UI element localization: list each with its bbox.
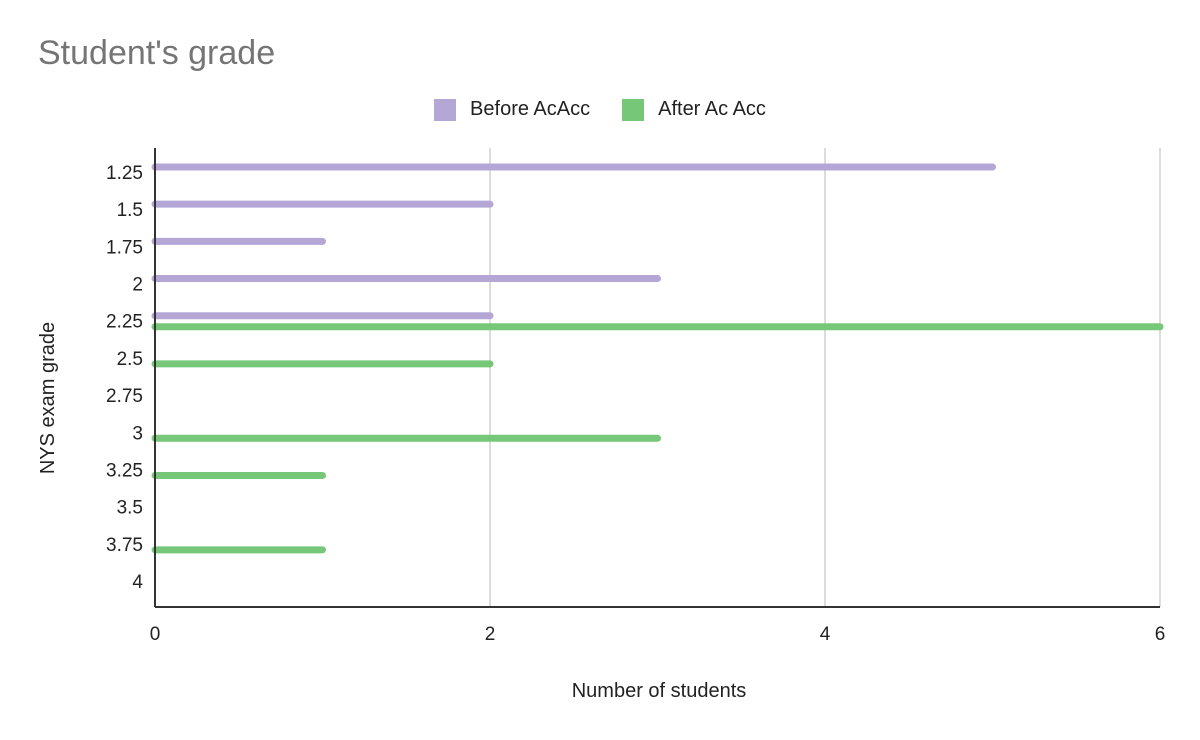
legend-item-before: Before AcAcc xyxy=(434,98,590,121)
y-tick-label: 3.25 xyxy=(106,460,143,481)
y-tick-label: 1.5 xyxy=(117,200,143,221)
legend-item-after: After Ac Acc xyxy=(622,98,766,121)
y-tick-label: 3.5 xyxy=(117,498,143,519)
x-axis-title: Number of students xyxy=(572,680,747,702)
x-tick-label: 6 xyxy=(1155,624,1166,645)
legend-label-before: Before AcAcc xyxy=(470,98,591,120)
x-tick-label: 0 xyxy=(150,624,161,645)
chart-title: Student's grade xyxy=(38,34,276,72)
y-tick-label: 3 xyxy=(132,423,143,444)
y-tick-label: 2.5 xyxy=(117,349,143,370)
x-tick-label: 4 xyxy=(820,624,831,645)
y-tick-label: 1.25 xyxy=(106,163,143,184)
y-tick-label: 4 xyxy=(132,572,143,593)
legend-label-after: After Ac Acc xyxy=(658,98,766,120)
y-tick-label: 2 xyxy=(132,275,143,296)
y-tick-label: 1.75 xyxy=(106,237,143,258)
y-tick-label: 2.75 xyxy=(106,386,143,407)
legend: Before AcAcc After Ac Acc xyxy=(0,98,1200,121)
legend-swatch-before xyxy=(434,98,457,121)
y-tick-label: 2.25 xyxy=(106,312,143,333)
x-tick-label: 2 xyxy=(485,624,496,645)
legend-swatch-after xyxy=(622,98,645,121)
y-tick-label: 3.75 xyxy=(106,535,143,556)
y-axis-title: NYS exam grade xyxy=(37,322,59,474)
